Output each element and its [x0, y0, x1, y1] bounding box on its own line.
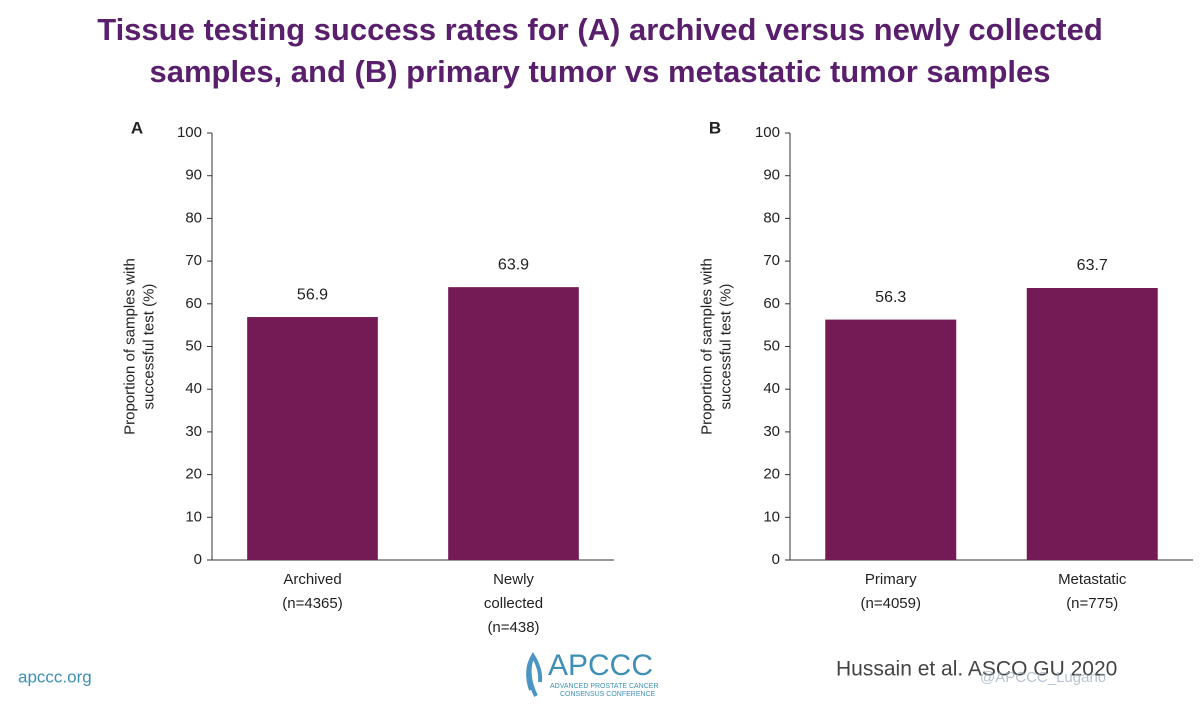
x-tick-label: collected: [484, 595, 543, 612]
x-tick-label: Metastatic: [1058, 571, 1127, 588]
ribbon-icon: [526, 651, 543, 697]
logo-name: APCCC: [548, 649, 653, 682]
logo-line: ADVANCED PROSTATE CANCER: [550, 683, 659, 690]
y-tick-label: 50: [763, 337, 780, 354]
value-label: 63.9: [498, 256, 529, 273]
value-label: 56.9: [297, 286, 328, 303]
y-tick-label: 40: [185, 380, 202, 397]
y-tick-label: 20: [185, 466, 202, 483]
slide-title: Tissue testing success rates for (A) arc…: [97, 12, 1103, 47]
x-tick-label: Archived: [283, 571, 341, 588]
citation: Hussain et al. ASCO GU 2020: [836, 658, 1117, 681]
y-tick-label: 60: [185, 295, 202, 312]
y-tick-label: 90: [185, 167, 202, 184]
x-tick-label: (n=438): [487, 619, 539, 636]
bar: [1026, 288, 1158, 560]
panel-label: A: [131, 118, 143, 137]
y-tick-label: 50: [185, 337, 202, 354]
y-tick-label: 100: [755, 124, 780, 141]
x-tick-label: (n=775): [1066, 595, 1118, 612]
y-tick-label: 70: [763, 252, 780, 269]
y-tick-label: 20: [763, 466, 780, 483]
y-tick-label: 40: [763, 380, 780, 397]
y-tick-label: 30: [185, 423, 202, 440]
y-axis-label: Proportion of samples with: [698, 258, 715, 435]
value-label: 63.7: [1077, 257, 1108, 274]
bar: [825, 319, 957, 560]
y-tick-label: 10: [763, 508, 780, 525]
y-tick-label: 90: [763, 167, 780, 184]
y-tick-label: 80: [763, 209, 780, 226]
x-tick-label: (n=4365): [282, 595, 342, 612]
panel-label: B: [709, 118, 721, 137]
bar: [247, 317, 378, 560]
y-tick-label: 100: [177, 124, 202, 141]
y-tick-label: 60: [763, 295, 780, 312]
value-label: 56.3: [875, 289, 906, 306]
y-tick-label: 30: [763, 423, 780, 440]
logo-line: CONSENSUS CONFERENCE: [560, 691, 656, 698]
y-tick-label: 0: [772, 551, 780, 568]
y-tick-label: 80: [185, 209, 202, 226]
x-tick-label: (n=4059): [861, 595, 921, 612]
bar: [448, 287, 579, 560]
y-axis-label: Proportion of samples with: [121, 258, 138, 435]
footer-left: apccc.org: [18, 667, 92, 686]
y-axis-label: successful test (%): [717, 284, 734, 410]
x-tick-label: Primary: [865, 571, 917, 588]
y-tick-label: 10: [185, 508, 202, 525]
y-tick-label: 0: [194, 551, 202, 568]
slide-title: samples, and (B) primary tumor vs metast…: [149, 54, 1050, 89]
handle: @APCCC_Lugano: [980, 669, 1106, 686]
x-tick-label: Newly: [493, 571, 534, 588]
y-tick-label: 70: [185, 252, 202, 269]
y-axis-label: successful test (%): [140, 284, 157, 410]
